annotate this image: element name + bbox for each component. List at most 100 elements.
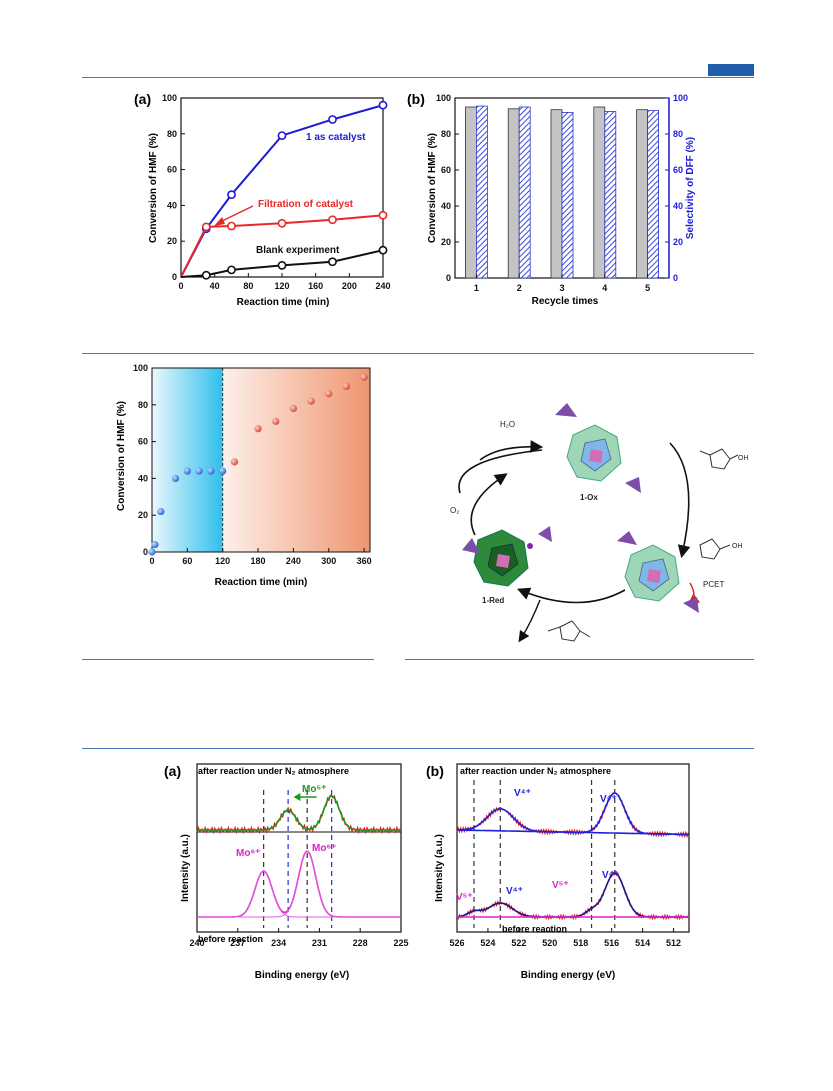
data-point	[277, 131, 287, 140]
y-right-tick-label: 40	[673, 201, 683, 211]
x-tick-label: 40	[210, 281, 220, 291]
figure-3a-xps-mo: (a) 240 237 234 231 228 225 after reaction un…	[164, 763, 409, 981]
section-rule	[82, 353, 754, 354]
x-tick-label: 180	[251, 556, 266, 566]
x-tick-label: 300	[321, 556, 336, 566]
x-tick-label: 240	[189, 938, 204, 948]
x-tick-label: 360	[357, 556, 372, 566]
bar-selectivity	[476, 105, 488, 279]
x-tick-label: 514	[635, 938, 650, 948]
label-h2o: H₂O	[500, 420, 515, 429]
data-point	[148, 548, 156, 556]
label-oh-bound: OH	[732, 543, 743, 550]
product-arrow	[518, 599, 541, 643]
label-1-ox: 1-Ox	[580, 493, 598, 502]
data-point	[277, 218, 287, 228]
fit-spectrum-before	[197, 850, 401, 918]
y-tick-label: 80	[167, 129, 177, 139]
top-spectrum-label: after reaction under N₂ atmosphere	[198, 766, 349, 776]
data-point	[307, 397, 315, 405]
y-tick-label: 40	[167, 200, 177, 210]
x-tick-label: 0	[149, 556, 154, 566]
data-point	[230, 458, 239, 466]
y-right-tick-label: 0	[673, 273, 678, 283]
data-point	[227, 190, 236, 200]
data-point	[378, 100, 388, 110]
data-point	[342, 382, 351, 390]
x-axis-label: Reaction time (min)	[215, 577, 308, 588]
cycle-arc-left	[470, 473, 508, 536]
figure-1a-line-chart: (a) 0 40 80 120 160 200 240 0 20 40 60 80 100 Reacti…	[134, 91, 391, 308]
data-point	[328, 257, 337, 267]
plot-frame	[151, 367, 371, 553]
region-blue	[152, 368, 223, 552]
y-tick-label: 60	[167, 165, 177, 175]
panel-label: (b)	[407, 91, 425, 107]
x-tick-label: 5	[645, 283, 650, 293]
bar-conversion	[550, 109, 563, 279]
cycle-arrow-to-h2o	[479, 440, 544, 461]
cluster-substrate-bound	[617, 531, 699, 613]
y-tick-label: 100	[162, 93, 177, 103]
x-tick-label: 80	[243, 281, 253, 291]
v4-bottom-left-label: V⁴⁺	[506, 886, 523, 897]
x-tick-label: 524	[480, 938, 495, 948]
x-tick-label: 228	[353, 938, 368, 948]
cycle-arc-bottom	[517, 587, 626, 604]
data-point	[254, 425, 262, 433]
header-accent-bar	[708, 64, 754, 76]
v4-top-left-label: V⁴⁺	[514, 788, 531, 799]
bottom-spectrum-label: before reaction	[198, 934, 263, 944]
label-o2: O₂	[450, 506, 459, 515]
y-tick-label: 20	[138, 510, 148, 520]
annotation-filtration: Filtration of catalyst	[258, 199, 354, 210]
bar-selectivity	[561, 111, 574, 279]
x-tick-label: 516	[604, 938, 619, 948]
x-axis-label: Binding energy (eV)	[255, 970, 349, 981]
data-point	[201, 270, 211, 280]
data-point	[151, 541, 159, 549]
bar-selectivity	[518, 106, 531, 279]
dff-molecule	[547, 620, 591, 642]
mo6-right-label: Mo⁶⁺	[312, 843, 336, 854]
measured-spectrum-after	[196, 794, 402, 835]
v4-top-right-label: V⁴⁺	[600, 794, 617, 805]
y-tick-label: 60	[138, 437, 148, 447]
fit-spectrum-after	[197, 795, 401, 831]
x-tick-label: 237	[230, 938, 245, 948]
label-pcet: PCET	[703, 580, 724, 589]
x-tick-label: 3	[559, 283, 564, 293]
figure-3b-xps-v: (b) 526 524 522 520 518 516 514 512 after react…	[426, 763, 690, 981]
panel-label: (b)	[426, 763, 444, 779]
x-tick-label: 231	[312, 938, 327, 948]
cycle-arc-left-top	[458, 449, 543, 494]
data-point	[272, 417, 280, 425]
y-tick-label: 0	[143, 547, 148, 557]
bar-conversion	[636, 109, 649, 279]
measured-spectrum-before	[456, 869, 689, 921]
bar-conversion	[465, 106, 477, 279]
data-point	[183, 467, 191, 475]
mo6-left-label: Mo⁶⁺	[236, 848, 260, 859]
data-point	[328, 215, 337, 225]
data-point	[277, 260, 287, 270]
x-axis-label: Recycle times	[532, 296, 599, 307]
y-axis-label: Intensity (a.u.)	[434, 834, 445, 902]
data-point	[171, 474, 180, 482]
data-point	[360, 373, 368, 381]
x-tick-label: 60	[182, 556, 192, 566]
x-axis-label: Binding energy (eV)	[521, 970, 615, 981]
baseline-after	[457, 829, 689, 836]
x-tick-label: 4	[602, 283, 607, 293]
data-point	[325, 390, 333, 398]
bar-selectivity	[647, 110, 660, 279]
y-right-tick-label: 60	[673, 165, 683, 175]
x-tick-label: 518	[573, 938, 588, 948]
filtration-arrow	[221, 205, 254, 222]
y-tick-label: 0	[172, 272, 177, 282]
section-rule	[82, 659, 374, 660]
y-tick-label: 80	[138, 400, 148, 410]
x-tick-label: 240	[286, 556, 301, 566]
y-tick-label: 20	[441, 237, 451, 247]
x-tick-label: 0	[178, 281, 183, 291]
